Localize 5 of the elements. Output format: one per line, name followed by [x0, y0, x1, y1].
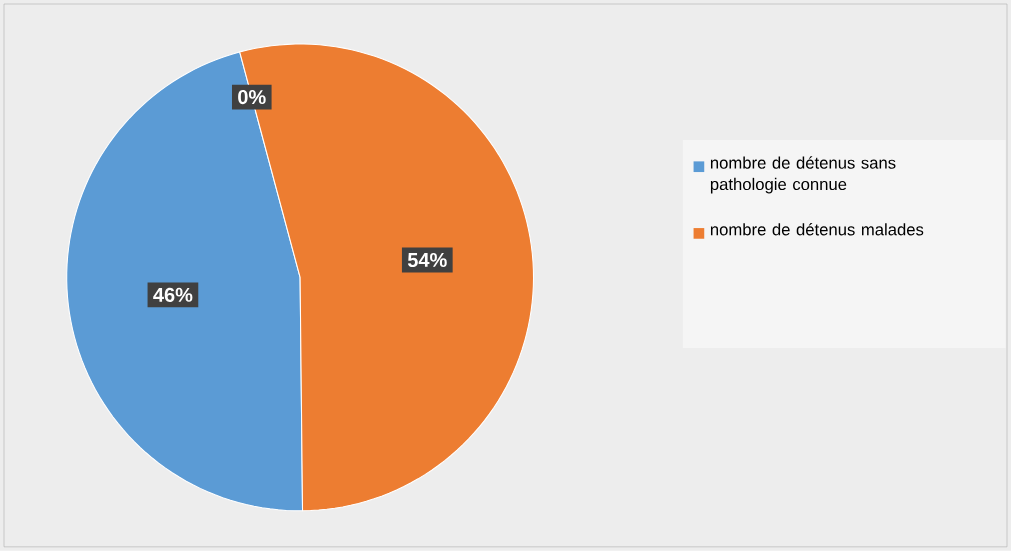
text: 0%	[238, 90, 266, 105]
data-label: 54%	[407, 253, 447, 268]
data-label: 46%	[153, 287, 193, 302]
legend-label: nombre de détenus malades	[710, 223, 924, 236]
legend-label: nombre de détenus sans pathologie connue	[710, 156, 896, 194]
